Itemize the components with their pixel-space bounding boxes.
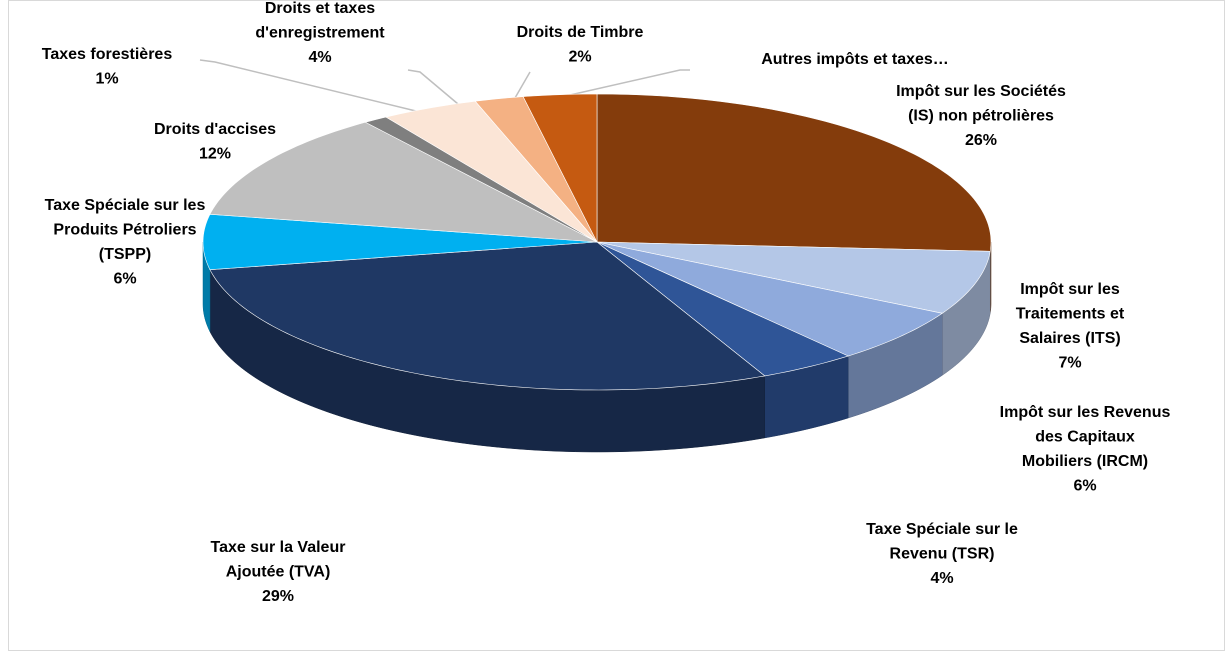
slice-value-label: 26% bbox=[965, 132, 997, 149]
pie-slice bbox=[596, 241, 991, 314]
slice-label: Impôt sur les Sociétés (IS) non pétrolièr… bbox=[896, 83, 1066, 125]
slice-value-label: 7% bbox=[1058, 355, 1081, 372]
slice-sides bbox=[202, 241, 992, 453]
pie-slice bbox=[596, 241, 849, 377]
pie-slice bbox=[202, 213, 598, 271]
leader-line bbox=[569, 69, 690, 96]
leader-line bbox=[407, 69, 459, 105]
slice-value-label: 4% bbox=[308, 49, 331, 66]
pie-slice bbox=[385, 100, 598, 243]
leader-line bbox=[199, 59, 421, 113]
slice-value-label: 1% bbox=[95, 71, 118, 88]
slice-label: Taxe Spéciale sur le Revenu (TSR) bbox=[866, 521, 1018, 563]
pie-slice bbox=[209, 241, 766, 391]
slice-label: Taxe Spéciale sur les Produits Pétroliers… bbox=[45, 197, 206, 263]
slice-label: Droits de Timbre bbox=[517, 24, 644, 41]
slice-label: Droits et taxes d'enregistrement bbox=[255, 0, 385, 42]
slice-label: Droits d'accises bbox=[154, 121, 276, 138]
slice-label: Autres impôts et taxes… bbox=[761, 51, 949, 68]
slice-label: Impôt sur les Traitements et Salaires (ITS… bbox=[1016, 281, 1125, 347]
pie-slice bbox=[474, 96, 598, 243]
slice-label: Taxes forestières bbox=[42, 46, 173, 63]
slice-value-label: 2% bbox=[568, 49, 591, 66]
slice-label: Taxe sur la Valeur Ajoutée (TVA) bbox=[211, 539, 346, 581]
pie-slice bbox=[596, 93, 992, 252]
pie-slice bbox=[596, 241, 944, 357]
slice-value-label: 6% bbox=[113, 271, 136, 288]
slice-value-label: 6% bbox=[1073, 478, 1096, 495]
slice-value-label: 29% bbox=[262, 588, 294, 605]
slice-tops bbox=[202, 93, 992, 391]
leader-lines bbox=[199, 59, 690, 113]
slice-label: Impôt sur les Revenus des Capitaux Mobilie… bbox=[1000, 404, 1171, 470]
pie-slice bbox=[522, 93, 598, 243]
slice-value-label: 4% bbox=[930, 570, 953, 587]
pie-slice bbox=[209, 121, 598, 243]
slice-value-label: 12% bbox=[199, 146, 231, 163]
leader-line bbox=[514, 71, 531, 99]
